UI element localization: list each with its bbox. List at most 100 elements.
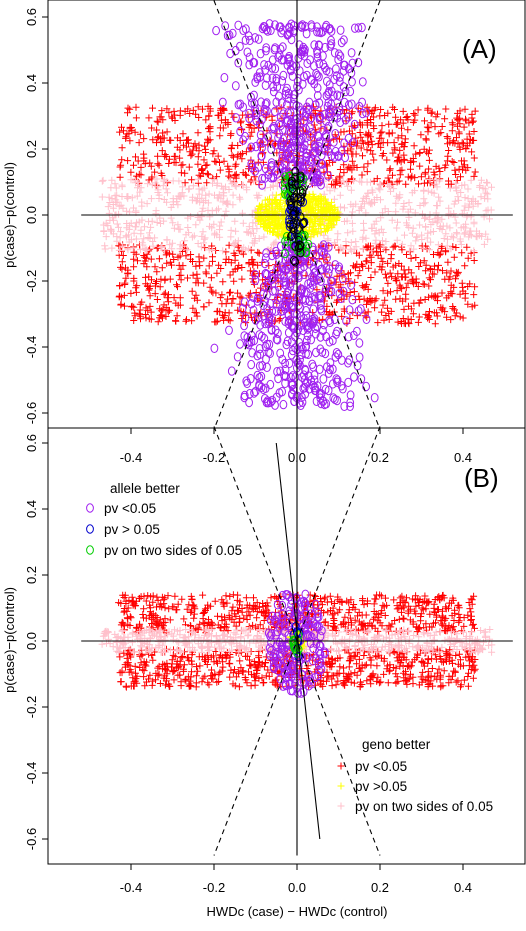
panel-a-point-geno-pv-0-05 — [348, 157, 356, 165]
panel-a-point-geno-pv-0-05 — [375, 140, 383, 147]
panel-a-point-geno-pv-0-05 — [162, 153, 170, 161]
panel-a-point-geno-pv-0-05 — [381, 296, 389, 304]
panel-a-point-geno-pv-0-05 — [130, 274, 138, 282]
panel-a-point-geno-pv-0-05 — [445, 147, 453, 154]
panel-a-point-geno-pv-0-05 — [460, 140, 467, 148]
panel-a-point-geno-pv-0-05 — [468, 148, 476, 156]
panel-a-point-geno-pv-0-05 — [328, 180, 336, 188]
panel-a-point-geno-pv-0-05 — [404, 116, 412, 124]
panel-a-point-geno-pv-0-05 — [465, 130, 473, 138]
panel-a-point-geno-pv-0-05 — [459, 283, 467, 291]
panel-a-point-geno-pv-0-05 — [255, 124, 263, 131]
panel-a-point-geno-pv-0-05 — [448, 119, 456, 127]
panel-a-point-geno-pv-0-05 — [217, 106, 224, 114]
panel-a-point-geno-pv-0-05 — [425, 156, 433, 164]
panel-a-point-geno-pv-0-05 — [163, 294, 171, 302]
panel-a-point-geno-pv-0-05 — [154, 118, 162, 126]
panel-a-point-geno-pv-0-05 — [248, 128, 256, 136]
panel-a-point-geno-pv-0-05 — [238, 275, 246, 283]
panel-a-point-geno-pv-0-05 — [425, 313, 433, 321]
panel-a-point-geno-pv-0-05 — [344, 270, 352, 278]
panel-a-point-geno-pv-0-05 — [368, 137, 376, 145]
panel-a-point-geno-pv-0-05 — [452, 275, 459, 283]
panel-a-point-geno-pv-0-05 — [391, 144, 399, 152]
panel-a-point-geno-pv-0-05 — [427, 276, 434, 284]
panel-a-point-geno-pv-0-05 — [379, 301, 387, 309]
panel-a-point-geno-pv-0-05 — [405, 266, 413, 274]
panel-a-point-geno-pv-0-05 — [213, 269, 221, 277]
panel-a-point-geno-pv-0-05 — [357, 144, 365, 152]
panel-a-point-geno-pv-0-05 — [176, 294, 184, 302]
panel-a-point-geno-pv-0-05 — [214, 307, 222, 315]
panel-a-point-geno-pv-0-05 — [462, 145, 470, 153]
panel-a-point-geno-pv-0-05 — [464, 300, 472, 308]
panel-a-point-geno-pv-0-05 — [431, 262, 438, 270]
panel-a-point-geno-pv-0-05 — [422, 261, 430, 269]
panel-a-point-geno-pv-0-05 — [149, 136, 157, 144]
panel-a-point-geno-pv-0-05 — [411, 111, 419, 119]
panel-a-point-geno-pv-0-05 — [426, 265, 434, 273]
panel-a-point-geno-pv-0-05 — [138, 298, 146, 306]
panel-a-point-geno-pv-0-05 — [456, 290, 464, 298]
panel-a-point-geno-pv-0-05 — [347, 145, 355, 153]
panel-a-point-geno-pv-0-05 — [371, 104, 379, 112]
panel-a-point-geno-pv-0-05 — [435, 261, 442, 269]
panel-a-point-geno-pv-0-05 — [176, 252, 184, 260]
panel-a-point-geno-pv-0-05 — [232, 174, 240, 182]
panel-a-point-geno-pv-0-05 — [175, 261, 183, 269]
panel-a-point-geno-pv-0-05 — [194, 160, 202, 168]
panel-a-point-geno-pv-0-05 — [367, 274, 375, 281]
panel-a-point-geno-pv-0-05 — [464, 254, 472, 262]
panel-a-point-geno-pv-0-05 — [199, 105, 206, 113]
panel-a-point-geno-pv-0-05 — [215, 261, 223, 269]
panel-a-point-geno-pv-0-05 — [387, 288, 394, 296]
panel-a-point-geno-pv-0-05 — [382, 312, 390, 319]
panel-a-point-geno-pv-0-05 — [165, 160, 173, 167]
panel-a-point-geno-pv-0-05 — [370, 177, 378, 185]
panel-a-point-geno-pv-0-05 — [141, 253, 149, 261]
panel-a-point-geno-pv-0-05 — [442, 105, 450, 113]
panel-a-point-geno-pv-0-05 — [410, 280, 418, 288]
panel-a-point-geno-pv-0-05 — [151, 168, 159, 176]
panel-a-point-geno-pv-0-05 — [453, 114, 461, 122]
panel-a-point-geno-pv-0-05 — [412, 150, 420, 158]
panel-a-point-geno-pv-0-05 — [348, 130, 356, 138]
panel-a-point-geno-pv-0-05 — [358, 282, 366, 290]
panel-a-y-axis-label: p(case)−p(control) — [2, 162, 17, 268]
panel-a-point-geno-pv-0-05 — [192, 110, 200, 118]
panel-a-point-geno-pv-0-05 — [154, 133, 162, 141]
panel-a-point-geno-pv-0-05 — [254, 248, 262, 256]
panel-a-point-geno-pv-0-05 — [250, 173, 258, 181]
panel-a-point-geno-pv-0-05 — [166, 136, 174, 144]
panel-a-point-geno-pv-0-05 — [447, 180, 455, 188]
panel-a-point-geno-pv-0-05 — [358, 171, 366, 179]
panel-a-point-geno-pv-0-05 — [404, 126, 412, 134]
panel-a-point-geno-pv-0-05 — [232, 160, 240, 168]
panel-a-point-geno-pv-0-05 — [209, 150, 217, 158]
panel-a-point-geno-pv-0-05 — [399, 107, 407, 115]
panel-a-point-geno-pv-0-05 — [130, 161, 137, 169]
panel-a-point-geno-pv-0-05 — [226, 288, 234, 296]
panel-a-point-geno-pv-0-05 — [443, 133, 451, 140]
panel-a-point-geno-pv-0-05 — [470, 291, 478, 299]
panel-a-point-geno-pv-0-05 — [264, 310, 272, 318]
panel-a-point-geno-pv-0-05 — [153, 296, 161, 303]
panel-a-point-geno-pv-0-05 — [373, 248, 381, 256]
panel-a-point-geno-pv-0-05 — [414, 283, 422, 290]
panel-a-point-geno-pv-0-05 — [130, 317, 138, 324]
panel-a-point-geno-pv-0-05 — [184, 274, 191, 282]
panel-a-point-geno-pv-0-05 — [124, 270, 132, 278]
panel-a-point-geno-pv-0-05 — [237, 119, 244, 127]
panel-a-point-geno-pv-0-05 — [387, 307, 395, 315]
panel-a-point-geno-pv-0-05 — [432, 293, 440, 301]
panel-a-point-geno-pv-0-05 — [122, 274, 130, 282]
panel-a-point-geno-pv-0-05 — [374, 319, 382, 327]
panel-a-point-geno-pv-0-05 — [422, 135, 430, 143]
panel-a-point-geno-pv-0-05 — [258, 138, 266, 146]
panel-a-point-geno-pv-0-05 — [369, 150, 377, 158]
panel-a-point-geno-pv-0-05 — [184, 105, 192, 113]
panel-a-point-geno-pv-0-05 — [425, 274, 433, 282]
panel-a-point-geno-pv-0-05 — [145, 114, 153, 122]
panel-a-y-tick-label: 0.2 — [24, 140, 39, 158]
panel-a-point-geno-pv-0-05 — [212, 158, 220, 166]
